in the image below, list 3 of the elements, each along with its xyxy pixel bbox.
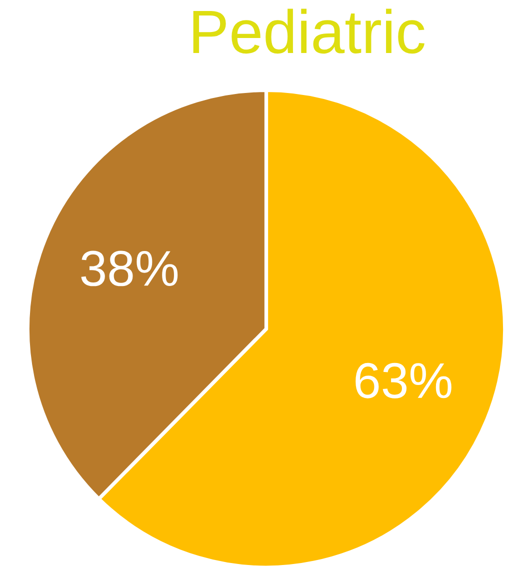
chart-title: Pediatric — [193, 8, 424, 54]
data-label: 38% — [81, 250, 178, 286]
data-label: 63% — [356, 362, 452, 398]
